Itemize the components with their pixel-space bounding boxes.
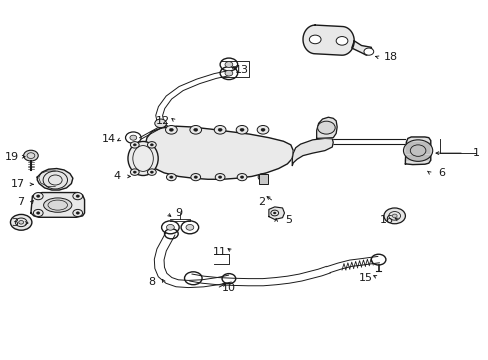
Circle shape: [165, 126, 177, 134]
Circle shape: [189, 126, 201, 134]
Circle shape: [309, 35, 321, 44]
Polygon shape: [144, 126, 293, 179]
Circle shape: [193, 128, 197, 131]
Circle shape: [218, 128, 222, 131]
Bar: [259, 174, 267, 184]
Circle shape: [33, 193, 43, 200]
Text: 12: 12: [155, 116, 169, 126]
Circle shape: [409, 145, 425, 156]
Circle shape: [166, 225, 174, 230]
Circle shape: [23, 150, 38, 161]
Circle shape: [270, 210, 278, 216]
Circle shape: [190, 174, 200, 181]
Polygon shape: [268, 207, 284, 220]
Circle shape: [147, 169, 156, 175]
Text: 8: 8: [148, 277, 155, 287]
Ellipse shape: [43, 198, 72, 212]
Text: 1: 1: [471, 148, 479, 158]
Circle shape: [317, 121, 334, 134]
Ellipse shape: [128, 141, 158, 176]
Circle shape: [76, 212, 79, 214]
Circle shape: [73, 193, 82, 200]
Circle shape: [166, 174, 176, 181]
Text: 3: 3: [11, 218, 18, 228]
Circle shape: [76, 195, 79, 197]
Circle shape: [224, 70, 232, 76]
Circle shape: [73, 210, 82, 217]
Circle shape: [150, 171, 153, 173]
Circle shape: [147, 141, 156, 148]
Circle shape: [194, 176, 197, 179]
Circle shape: [130, 141, 139, 148]
Text: 11: 11: [213, 247, 226, 257]
Text: 13: 13: [235, 64, 248, 75]
Polygon shape: [351, 41, 371, 55]
Circle shape: [19, 221, 23, 224]
Circle shape: [240, 128, 244, 131]
Text: 6: 6: [438, 168, 445, 178]
Circle shape: [37, 195, 40, 197]
Circle shape: [215, 174, 224, 181]
Polygon shape: [31, 193, 84, 217]
Circle shape: [169, 128, 173, 131]
Circle shape: [236, 126, 247, 134]
Text: 15: 15: [358, 273, 372, 283]
Circle shape: [10, 215, 32, 230]
Circle shape: [130, 135, 137, 140]
Text: 4: 4: [113, 171, 120, 181]
Circle shape: [133, 144, 136, 146]
Circle shape: [185, 225, 193, 230]
Text: 16: 16: [379, 215, 393, 225]
Text: 7: 7: [17, 197, 24, 207]
Circle shape: [273, 212, 276, 214]
Circle shape: [403, 140, 432, 161]
Circle shape: [130, 169, 139, 175]
Text: 17: 17: [11, 179, 25, 189]
Circle shape: [33, 210, 43, 217]
Circle shape: [155, 119, 166, 128]
Polygon shape: [303, 25, 353, 55]
Polygon shape: [37, 168, 73, 190]
Polygon shape: [316, 117, 336, 138]
Circle shape: [218, 176, 222, 179]
Text: 14: 14: [102, 134, 116, 144]
Circle shape: [240, 176, 244, 179]
Circle shape: [169, 176, 173, 179]
Text: 5: 5: [285, 215, 291, 225]
Circle shape: [261, 128, 264, 131]
Circle shape: [335, 37, 347, 45]
Circle shape: [383, 208, 405, 224]
Circle shape: [258, 174, 267, 181]
Circle shape: [214, 126, 225, 134]
Circle shape: [257, 126, 268, 134]
Text: 10: 10: [222, 283, 235, 293]
Text: 2: 2: [258, 197, 264, 207]
Circle shape: [237, 174, 246, 181]
Circle shape: [133, 171, 136, 173]
Text: 19: 19: [4, 152, 19, 162]
Text: 18: 18: [383, 52, 397, 62]
Polygon shape: [292, 138, 332, 166]
Circle shape: [261, 176, 264, 179]
Circle shape: [391, 214, 396, 218]
Polygon shape: [405, 137, 430, 165]
Circle shape: [363, 48, 373, 55]
Text: 9: 9: [175, 208, 182, 218]
Circle shape: [150, 144, 153, 146]
Circle shape: [224, 62, 232, 67]
Circle shape: [37, 212, 40, 214]
